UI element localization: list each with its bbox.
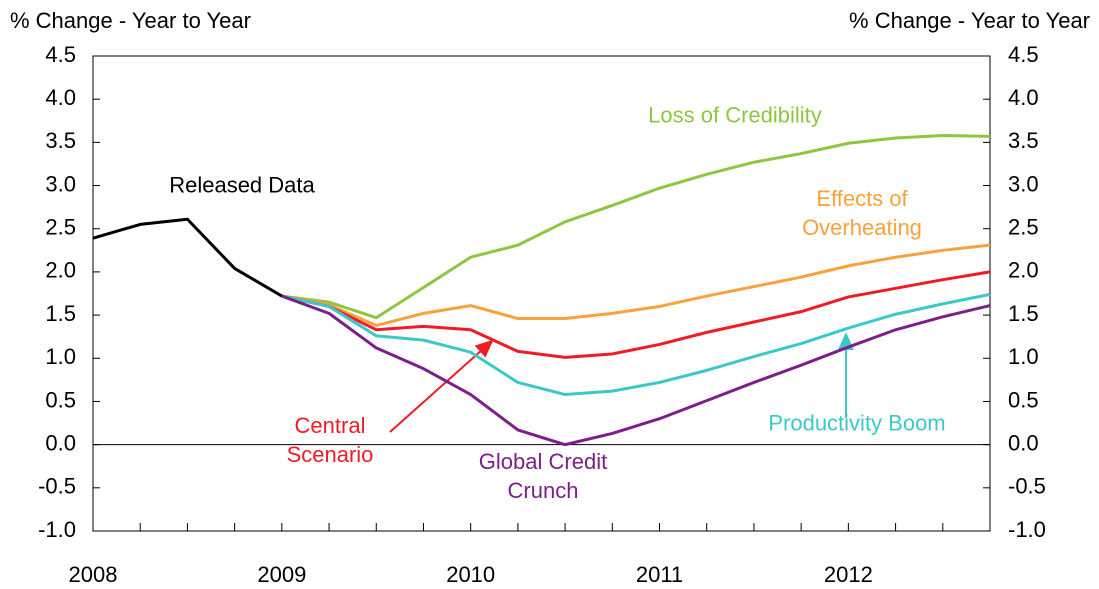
series-label: Loss of Credibility [648, 102, 822, 128]
y2-tick-label: 2.5 [1008, 215, 1039, 240]
series-line [281, 292, 991, 397]
y2-tick-label: 3.0 [1008, 171, 1039, 196]
y2-tick-label: 0.0 [1008, 430, 1039, 455]
series-label: Global Credit Crunch [478, 449, 608, 503]
y-tick-label: 4.5 [45, 42, 76, 67]
y-tick-label: 3.5 [45, 128, 76, 153]
y-axis-label: % Change - Year to Year [10, 8, 251, 33]
y2-tick-label: 2.0 [1008, 258, 1039, 283]
x-tick-label: 2011 [636, 562, 683, 587]
series-label: Effects of Overheating [802, 186, 922, 240]
y2-tick-label: 1.5 [1008, 301, 1039, 326]
y2-tick-label: -0.5 [1008, 474, 1046, 499]
series-line [281, 294, 991, 447]
y-tick-label: 2.5 [45, 215, 76, 240]
series-line [281, 243, 991, 327]
x-tick-label: 2012 [824, 562, 873, 587]
y2-tick-label: 4.5 [1008, 42, 1039, 67]
series-label: Central Scenario [286, 413, 374, 467]
x-tick-label: 2009 [257, 562, 306, 587]
y2-tick-label: 1.0 [1008, 344, 1039, 369]
y-tick-label: 2.0 [45, 258, 76, 283]
y-tick-label: 1.5 [45, 301, 76, 326]
x-tick-label: 2010 [446, 562, 495, 587]
y2-tick-label: 3.5 [1008, 128, 1039, 153]
y2-tick-label: 0.5 [1008, 387, 1039, 412]
y-tick-label: 3.0 [45, 171, 76, 196]
y-tick-label: 0.0 [45, 430, 76, 455]
y2-tick-label: 4.0 [1008, 85, 1039, 110]
y-tick-label: 4.0 [45, 85, 76, 110]
x-tick-label: 2008 [69, 562, 118, 587]
series-line [281, 270, 991, 359]
plot-frame [92, 55, 991, 532]
series-line [92, 217, 283, 298]
series-label: Released Data [169, 172, 315, 198]
y2-tick-label: -1.0 [1008, 517, 1046, 542]
series-line [281, 133, 991, 320]
y-tick-label: -0.5 [38, 474, 76, 499]
y2-axis-label: % Change - Year to Year [849, 8, 1090, 33]
y-tick-label: 0.5 [45, 387, 76, 412]
y-tick-label: 1.0 [45, 344, 76, 369]
series-label: Productivity Boom [768, 410, 946, 436]
y-tick-label: -1.0 [38, 517, 76, 542]
